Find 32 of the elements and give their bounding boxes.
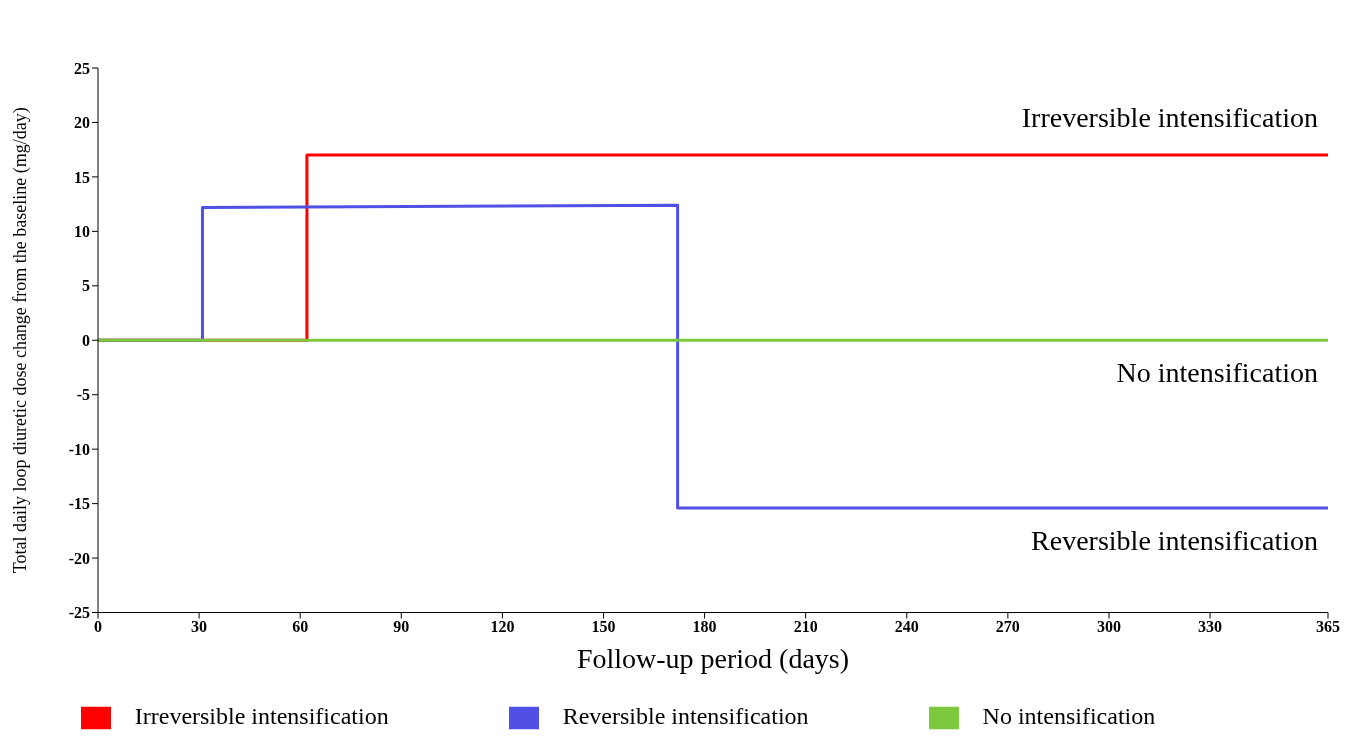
text: Reversible intensification: [1031, 524, 1318, 556]
x-tick-label: 90: [393, 617, 410, 635]
y-tick-label: -5: [76, 386, 90, 404]
x-tick-label: 330: [1198, 617, 1223, 635]
x-tick-label: 365: [1316, 617, 1340, 635]
y-tick-label: 5: [82, 277, 90, 295]
x-tick-label: 240: [894, 617, 919, 635]
y-tick-label: 25: [74, 59, 90, 77]
x-tick-label: 300: [1096, 617, 1121, 635]
text: Irreversible intensification: [1021, 102, 1318, 134]
y-tick-label: -10: [68, 440, 90, 458]
x-tick-label: 270: [995, 617, 1020, 635]
y-tick-label: 15: [74, 168, 90, 186]
x-axis-title: Follow-up period (days): [576, 642, 850, 674]
x-tick-label: 120: [490, 617, 515, 635]
y-tick-label: 10: [74, 223, 90, 241]
legend-label: Reversible intensification: [562, 702, 809, 729]
y-tick-label: 20: [74, 114, 90, 132]
x-tick-label: 60: [292, 617, 309, 635]
x-tick-label: 180: [692, 617, 717, 635]
legend-label: Irreversible intensification: [134, 702, 389, 729]
y-tick-label: -15: [68, 495, 90, 513]
legend-label: No intensification: [982, 702, 1156, 729]
y-tick-label: 0: [82, 331, 90, 349]
text: No intensification: [1116, 357, 1318, 389]
x-tick-label: 0: [94, 617, 102, 635]
y-tick-label: -25: [68, 604, 90, 622]
x-tick-label: 150: [591, 617, 616, 635]
x-tick-label: 210: [793, 617, 818, 635]
y-tick-label: -20: [68, 549, 90, 567]
y-axis-title: Total daily loop diuretic dose change from the baseline (mg/day): [10, 107, 32, 574]
x-tick-label: 30: [191, 617, 208, 635]
